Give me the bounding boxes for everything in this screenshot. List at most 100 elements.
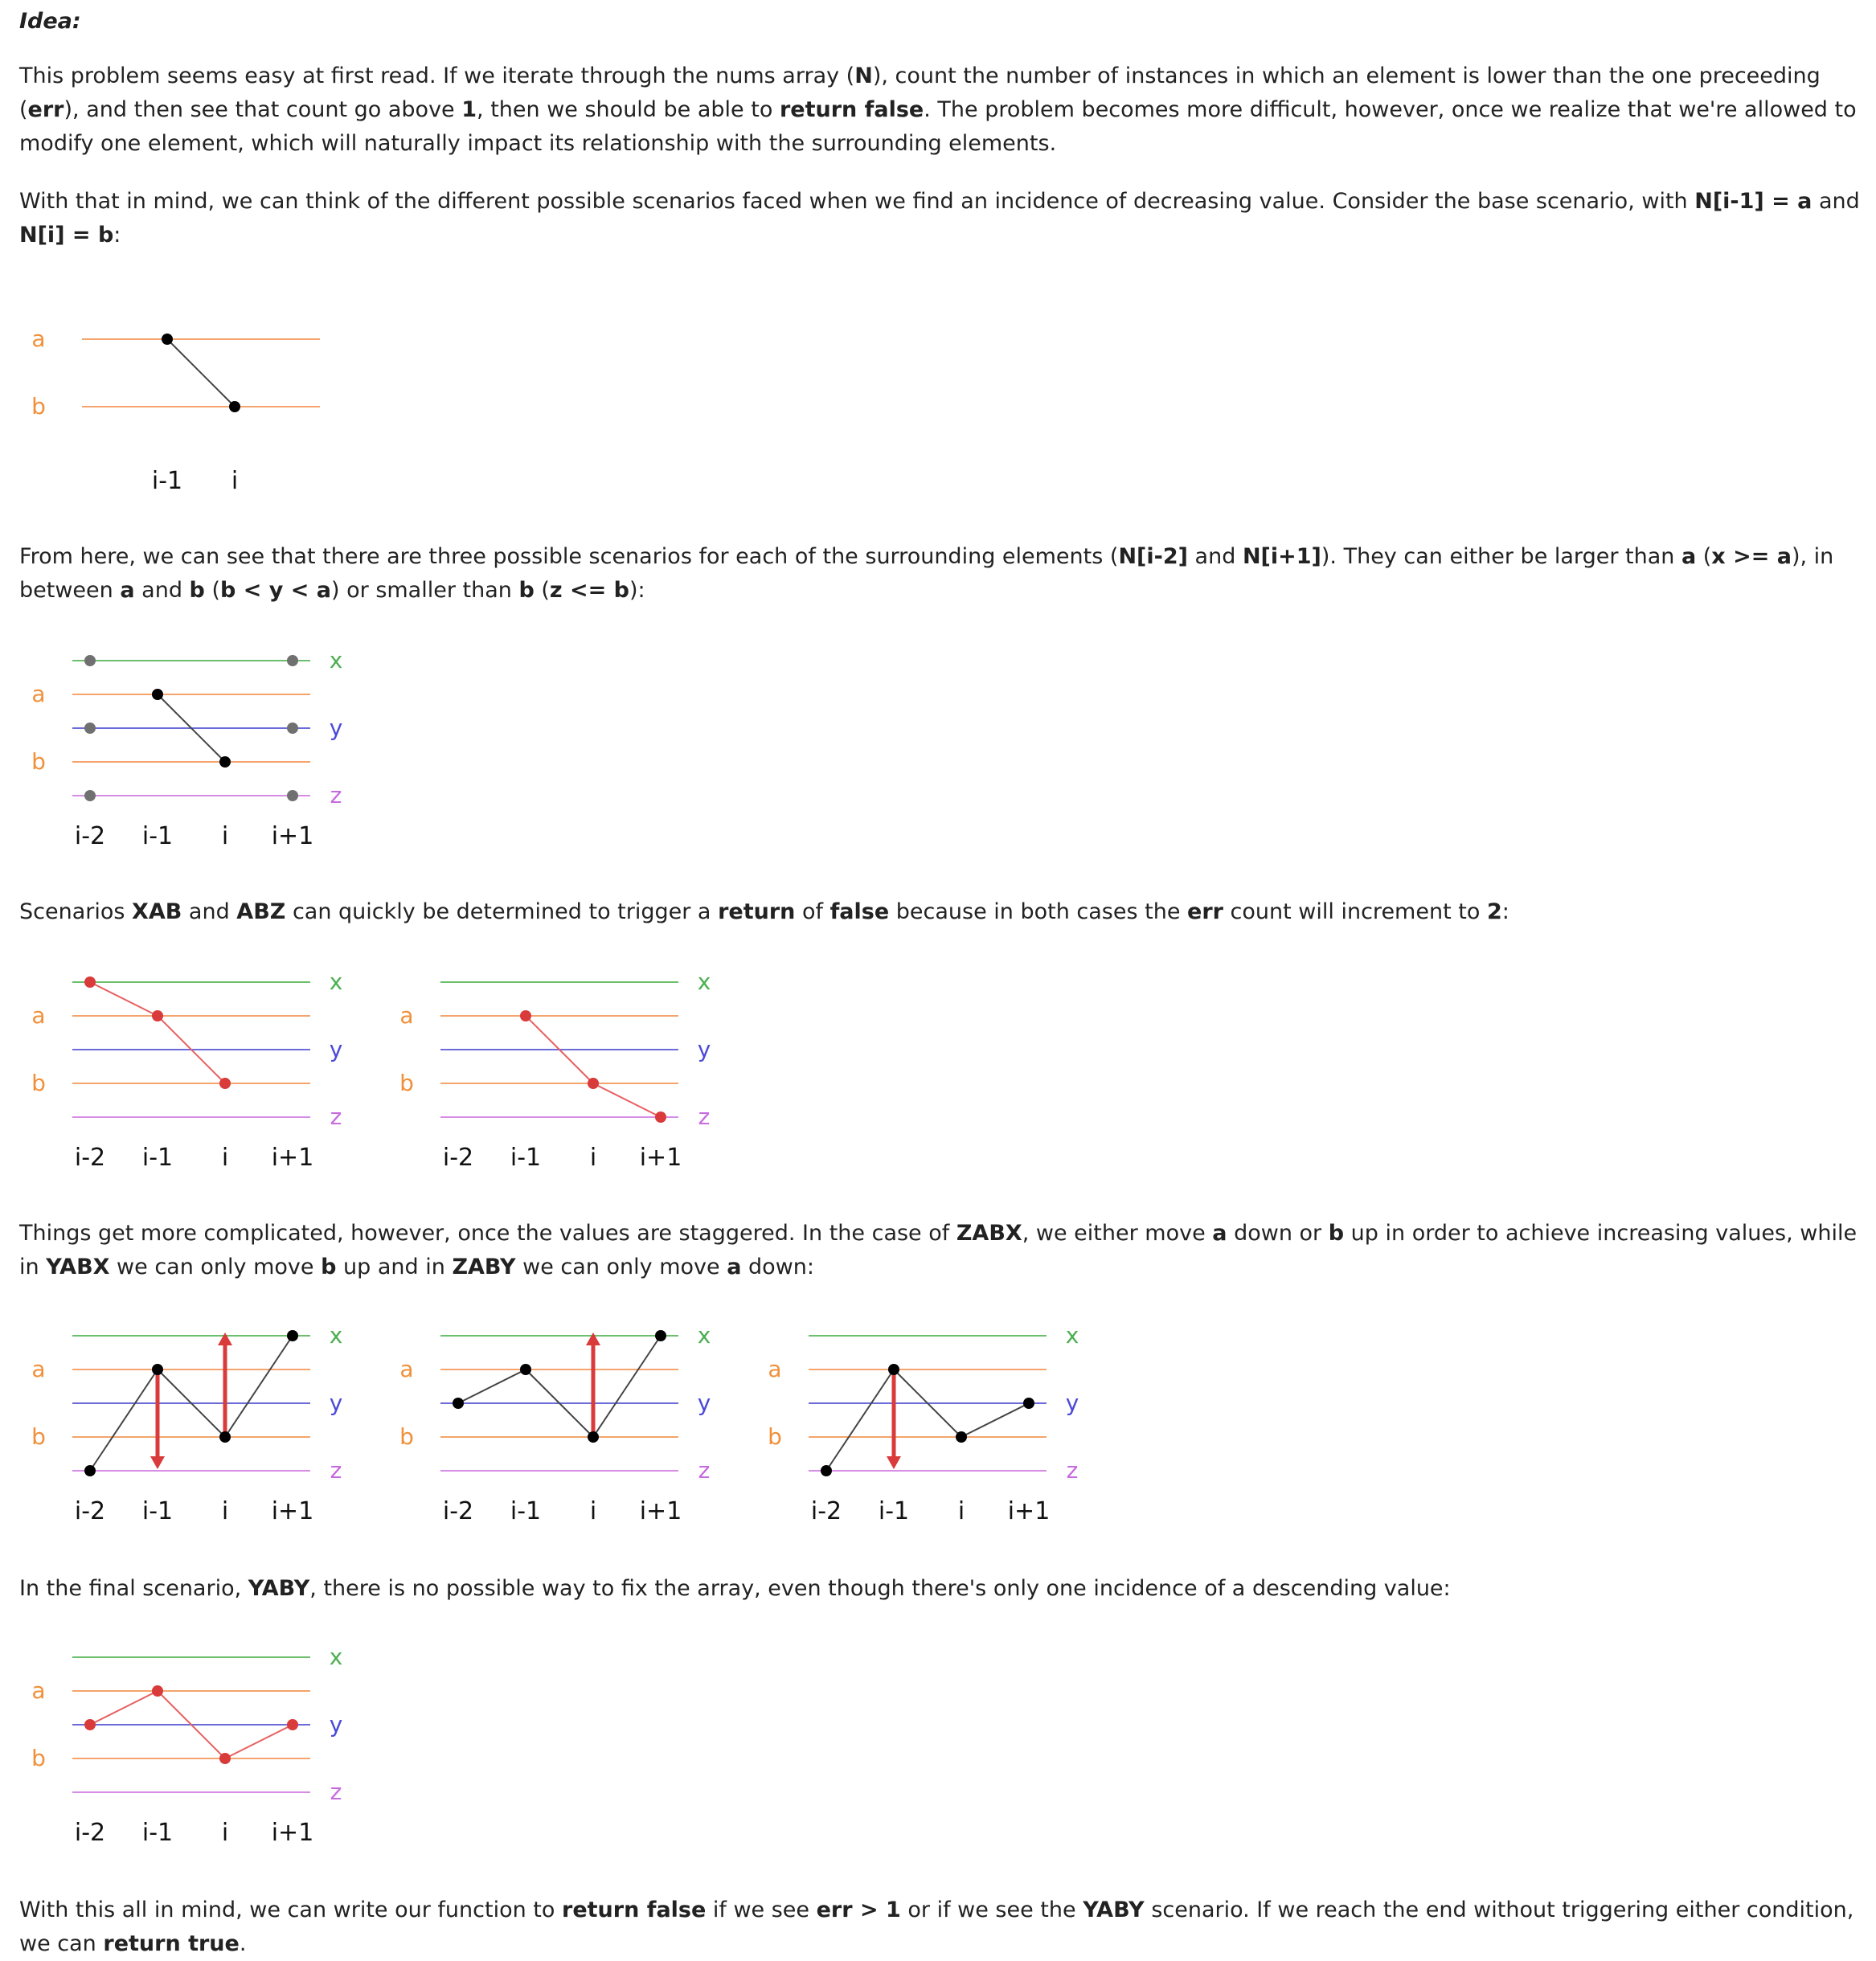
value-node [84, 790, 96, 801]
value-node [287, 790, 298, 801]
bold-text: N[i-2] [1118, 544, 1188, 569]
index-label: i-1 [510, 1144, 541, 1172]
level-label-y: y [1066, 1390, 1079, 1416]
level-label-a: a [31, 1356, 45, 1382]
bold-text: x >= a [1711, 544, 1792, 569]
index-label: i+1 [640, 1497, 682, 1525]
paragraph-surrounding: From here, we can see that there are thr… [19, 540, 1860, 608]
level-label-a: a [768, 1356, 781, 1382]
bold-text: err > 1 [816, 1898, 901, 1922]
arrow-down-icon [887, 1456, 901, 1469]
text-run: : [113, 223, 121, 248]
text-run: Scenarios [19, 899, 133, 924]
index-label: i+1 [272, 1144, 314, 1172]
bold-text: err [1187, 899, 1223, 924]
index-label: i-1 [879, 1497, 909, 1525]
level-label-y: y [698, 1390, 711, 1416]
connector-segment [224, 1335, 293, 1438]
text-run: ). They can either be larger than [1321, 544, 1681, 569]
level-label-a: a [31, 681, 45, 707]
bold-text: a [727, 1255, 742, 1279]
connector-segment [89, 1690, 158, 1726]
text-run: From here, we can see that there are thr… [19, 544, 1119, 569]
index-label: i [222, 1144, 228, 1172]
bold-text: ZABX [956, 1221, 1022, 1246]
bold-text: return false [779, 97, 924, 122]
value-node [520, 1010, 531, 1021]
value-node [84, 976, 96, 988]
level-label-x: x [330, 968, 343, 995]
paragraph-base-scenario: With that in mind, we can think of the d… [19, 185, 1860, 252]
text-run: Things get more complicated, however, on… [19, 1221, 956, 1246]
bold-text: b [1328, 1221, 1345, 1246]
level-label-a: a [31, 1677, 45, 1704]
text-run: ( [204, 578, 220, 603]
value-node [219, 1753, 231, 1764]
index-label: i-2 [75, 1819, 105, 1847]
level-label-b: b [399, 1423, 414, 1450]
level-label-x: x [698, 1322, 711, 1349]
value-node [229, 401, 240, 412]
level-label-x: x [330, 1644, 343, 1670]
text-run: ( [1696, 544, 1712, 569]
bold-text: N[i+1] [1242, 544, 1321, 569]
index-label: i-2 [811, 1497, 842, 1525]
text-run: and [182, 899, 237, 924]
bold-text: YABX [46, 1255, 110, 1279]
value-node [655, 1112, 666, 1123]
bold-text: return true [103, 1931, 240, 1956]
figure-scenario-xab: x a y b z i-2 i-1 i i+1 [31, 968, 343, 1172]
index-label: i+1 [272, 1819, 314, 1847]
level-label-z: z [330, 1779, 342, 1805]
arrow-up-icon [586, 1333, 600, 1345]
bold-text: YABY [248, 1576, 310, 1601]
text-run: or if we see the [900, 1898, 1083, 1922]
connector-segment [166, 338, 236, 407]
connector-segment [224, 1724, 293, 1759]
connector-segment [961, 1402, 1030, 1438]
bold-text: return false [562, 1898, 707, 1922]
level-label-z: z [698, 1457, 711, 1484]
level-label-y: y [330, 1711, 343, 1738]
index-label: i-2 [443, 1497, 473, 1525]
level-label-b: b [31, 748, 46, 775]
index-label: i-1 [152, 467, 182, 495]
text-run: . [239, 1931, 247, 1956]
index-label: i+1 [272, 1497, 314, 1525]
value-node [84, 1465, 96, 1476]
bold-text: a [120, 578, 135, 603]
text-run: ( [534, 578, 550, 603]
text-run: if we see [706, 1898, 817, 1922]
text-run: With that in mind, we can think of the d… [19, 189, 1695, 214]
text-run: we can only move [515, 1255, 727, 1279]
bold-text: XAB [132, 899, 182, 924]
bold-text: b [518, 578, 535, 603]
index-label: i [958, 1497, 965, 1525]
value-node [152, 1364, 163, 1375]
value-node [588, 1078, 599, 1089]
figure-scenario-yabx: x a y b z i-2 i-1 i i+1 [399, 1322, 711, 1525]
level-label-b: b [768, 1423, 782, 1450]
bold-text: N [854, 63, 873, 88]
index-label: i [222, 1819, 228, 1847]
text-run: , there is no possible way to fix the ar… [309, 1576, 1451, 1601]
value-node [956, 1431, 967, 1443]
connector-segment [157, 1690, 226, 1759]
index-label: i [231, 467, 238, 495]
text-run: ) or smaller than [331, 578, 519, 603]
text-run: ), in between [19, 544, 1834, 603]
level-label-b: b [31, 1070, 46, 1096]
value-node [287, 723, 298, 734]
value-node [219, 1431, 231, 1443]
text-run: because in both cases the [889, 899, 1188, 924]
level-label-a: a [399, 1356, 413, 1382]
level-label-x: x [698, 968, 711, 995]
text-run: up in order to achieve increasing values… [19, 1221, 1858, 1279]
index-label: i+1 [272, 822, 314, 850]
text-run: scenario. If we reach the end without tr… [19, 1898, 1854, 1956]
value-node [219, 756, 231, 768]
value-node [84, 655, 96, 666]
level-label-b: b [399, 1070, 414, 1096]
level-label-x: x [1066, 1322, 1079, 1349]
index-label: i-1 [510, 1497, 541, 1525]
